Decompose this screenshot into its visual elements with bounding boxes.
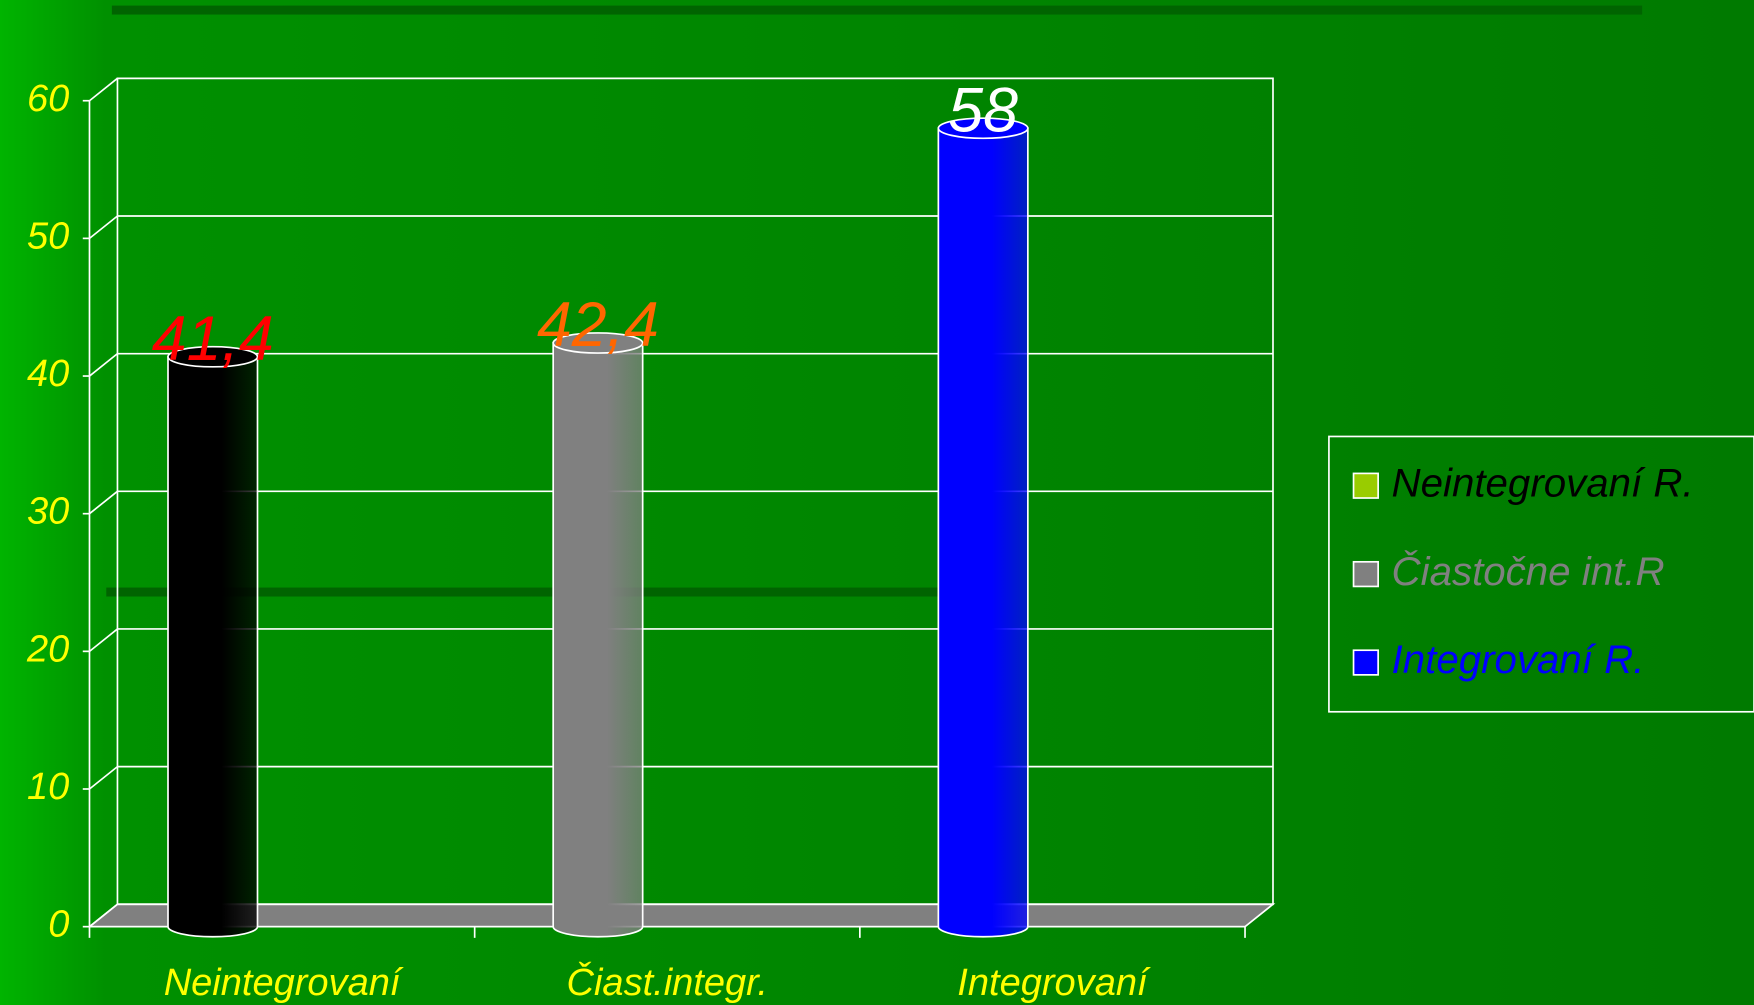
bar	[552, 342, 644, 938]
depth-line	[88, 490, 118, 515]
bar-top	[552, 332, 644, 354]
depth-line	[88, 765, 118, 790]
depth-line	[88, 352, 118, 377]
legend-label: Čiastočne int.R	[1392, 549, 1665, 594]
x-tick-label: Integrovaní	[957, 962, 1151, 1004]
legend-label: Integrovaní R.	[1392, 637, 1645, 682]
legend-swatch	[1352, 560, 1379, 588]
depth-line	[88, 215, 118, 240]
depth-line	[88, 628, 118, 653]
legend-label: Neintegrovaní R.	[1392, 460, 1694, 505]
legend-swatch	[1352, 649, 1379, 676]
bar	[937, 127, 1029, 938]
y-tick-label: 0	[48, 904, 69, 946]
deco-bar	[111, 5, 1643, 15]
value-label: 41,4	[152, 304, 274, 374]
floor	[87, 903, 1276, 928]
y-tick-label: 30	[27, 491, 69, 533]
depth-line	[88, 77, 118, 102]
y-tick-label: 40	[27, 353, 69, 395]
value-label: 42,4	[537, 290, 659, 360]
y-tick-label: 10	[27, 766, 69, 808]
x-tick-label: Neintegrovaní	[164, 962, 404, 1004]
depth-line	[88, 903, 118, 928]
y-tick-label: 50	[27, 215, 69, 257]
bar-top	[937, 117, 1029, 140]
bar-top	[167, 345, 259, 368]
value-label: 58	[948, 75, 1018, 145]
y-tick-label: 60	[27, 78, 69, 120]
y-tick-label: 20	[26, 628, 69, 670]
legend-swatch	[1352, 472, 1379, 499]
deco-bar	[106, 587, 957, 597]
x-tick-label: Čiast.integr.	[567, 960, 768, 1004]
bar	[167, 355, 259, 938]
